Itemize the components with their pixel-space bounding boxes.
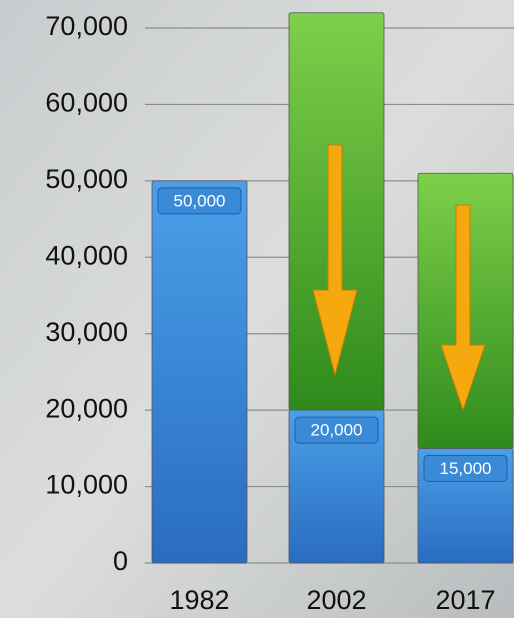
y-tick-label: 70,000 bbox=[45, 11, 128, 41]
plot: 0 10,000 20,000 30,000 40,000 50,000 60,000 70,… bbox=[45, 11, 514, 615]
value-label: 20,000 bbox=[311, 421, 363, 440]
value-label-box bbox=[294, 416, 379, 444]
y-tick-label: 10,000 bbox=[45, 470, 128, 500]
arrow bbox=[440, 204, 486, 412]
y-tick-label: 50,000 bbox=[45, 164, 128, 194]
bar-segment bbox=[151, 180, 248, 564]
arrows bbox=[312, 144, 486, 412]
value-label: 15,000 bbox=[440, 459, 492, 478]
x-tick-label: 2017 bbox=[435, 585, 495, 615]
value-label-box bbox=[157, 187, 242, 215]
arrow bbox=[312, 144, 358, 377]
x-tick-label: 1982 bbox=[169, 585, 229, 615]
y-tick-label: 60,000 bbox=[45, 88, 128, 118]
y-tick-label: 30,000 bbox=[45, 317, 128, 347]
value-label: 50,000 bbox=[174, 191, 226, 210]
y-tick-label: 20,000 bbox=[45, 393, 128, 423]
x-tick-label: 2002 bbox=[306, 585, 366, 615]
value-label-box bbox=[423, 454, 508, 482]
y-tick-label: 0 bbox=[113, 546, 128, 576]
y-tick-label: 40,000 bbox=[45, 240, 128, 270]
